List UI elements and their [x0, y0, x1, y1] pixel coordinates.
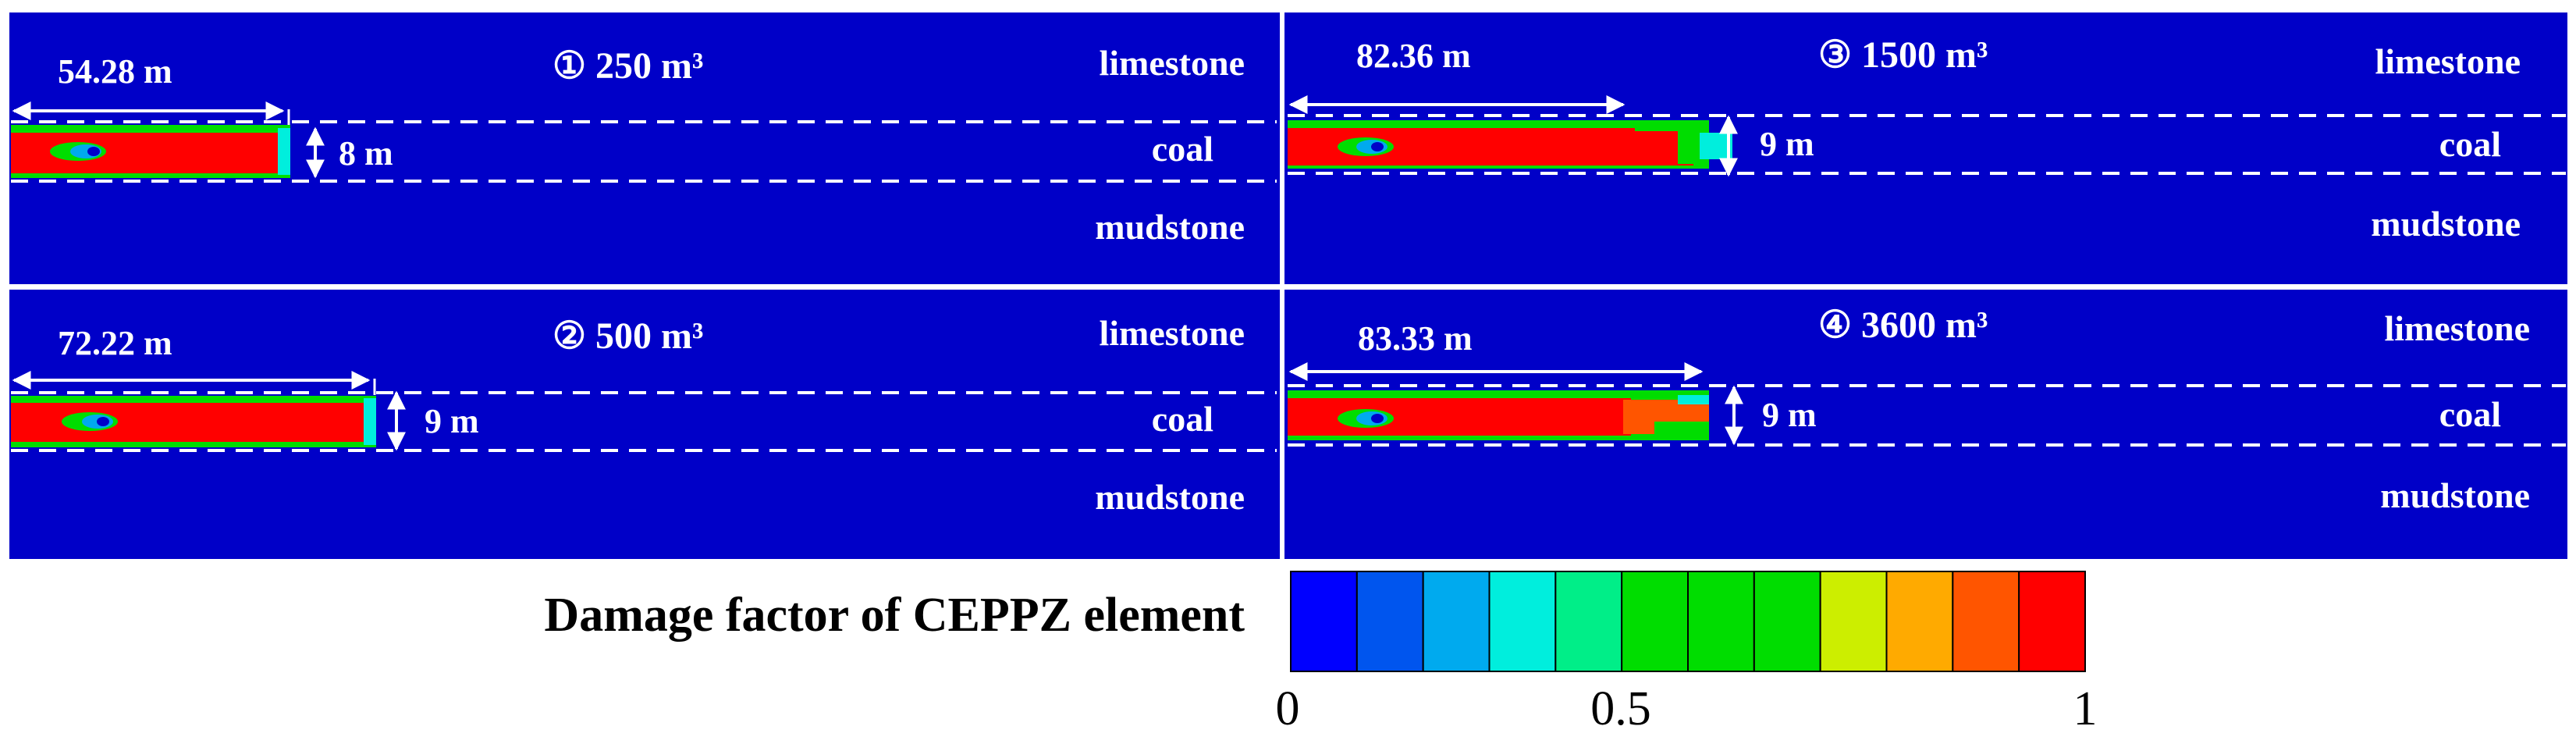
- colorbar-tick-0: 0: [1276, 682, 1300, 735]
- colorbar-tick-0-5: 0.5: [1590, 682, 1651, 735]
- colorbar: [1290, 571, 2087, 672]
- colorbar-swatch: [1488, 571, 1557, 672]
- panel-3: 82.36 m 9 m ③ 1500 m³ limestone coal mud…: [1288, 34, 2566, 244]
- colorbar-swatch: [1356, 571, 1424, 672]
- height-label: 9 m: [1762, 396, 1817, 434]
- layer-label-limestone: limestone: [2375, 41, 2521, 81]
- panel-title: ② 500 m³: [553, 315, 703, 357]
- layer-label-limestone: limestone: [2384, 308, 2530, 348]
- panel-4: 83.33 m 9 m ④ 3600 m³ limestone coal mud…: [1288, 304, 2566, 515]
- horizontal-divider: [9, 284, 2567, 290]
- colorbar-swatch: [1952, 571, 2020, 672]
- panel-title: ④ 3600 m³: [1818, 304, 1988, 346]
- colorbar-tick-1: 1: [2073, 682, 2098, 735]
- colorbar-swatch: [1621, 571, 1690, 672]
- layer-label-mudstone: mudstone: [1095, 477, 1245, 517]
- colorbar-swatch: [1885, 571, 1954, 672]
- colorbar-swatch: [1554, 571, 1623, 672]
- layer-label-limestone: limestone: [1099, 43, 1245, 83]
- layer-label-mudstone: mudstone: [2371, 204, 2521, 244]
- length-label: 82.36 m: [1356, 37, 1471, 75]
- colorbar-swatch: [2018, 571, 2087, 672]
- colorbar-swatch: [1290, 571, 1358, 672]
- height-label: 8 m: [339, 134, 393, 173]
- layer-label-mudstone: mudstone: [1095, 207, 1245, 247]
- layer-label-mudstone: mudstone: [2380, 475, 2530, 515]
- damage-zone: [11, 396, 376, 447]
- colorbar-swatch: [1687, 571, 1755, 672]
- layer-label-coal: coal: [1152, 129, 1213, 169]
- damage-zone: [11, 125, 290, 178]
- panel-2: 72.22 m 9 m ② 500 m³ limestone coal muds…: [11, 313, 1277, 517]
- layer-label-limestone: limestone: [1099, 313, 1245, 353]
- length-label: 83.33 m: [1358, 319, 1473, 358]
- panel-1: 54.28 m 8 m ① 250 m³ limestone coal muds…: [11, 43, 1277, 247]
- height-label: 9 m: [425, 402, 479, 440]
- colorbar-swatch: [1422, 571, 1491, 672]
- layer-label-coal: coal: [2439, 394, 2501, 434]
- length-label: 54.28 m: [58, 52, 172, 91]
- panel-title: ① 250 m³: [553, 45, 703, 87]
- colorbar-swatch: [1753, 571, 1821, 672]
- height-label: 9 m: [1760, 125, 1814, 163]
- damage-zone: [1288, 390, 1709, 440]
- length-label: 72.22 m: [58, 324, 172, 362]
- panel-title: ③ 1500 m³: [1818, 34, 1988, 76]
- damage-zone: [1288, 120, 1732, 169]
- layer-label-coal: coal: [2439, 124, 2501, 164]
- colorbar-title: Damage factor of CEPPZ element: [544, 589, 1245, 642]
- layer-label-coal: coal: [1152, 399, 1213, 439]
- colorbar-swatch: [1819, 571, 1888, 672]
